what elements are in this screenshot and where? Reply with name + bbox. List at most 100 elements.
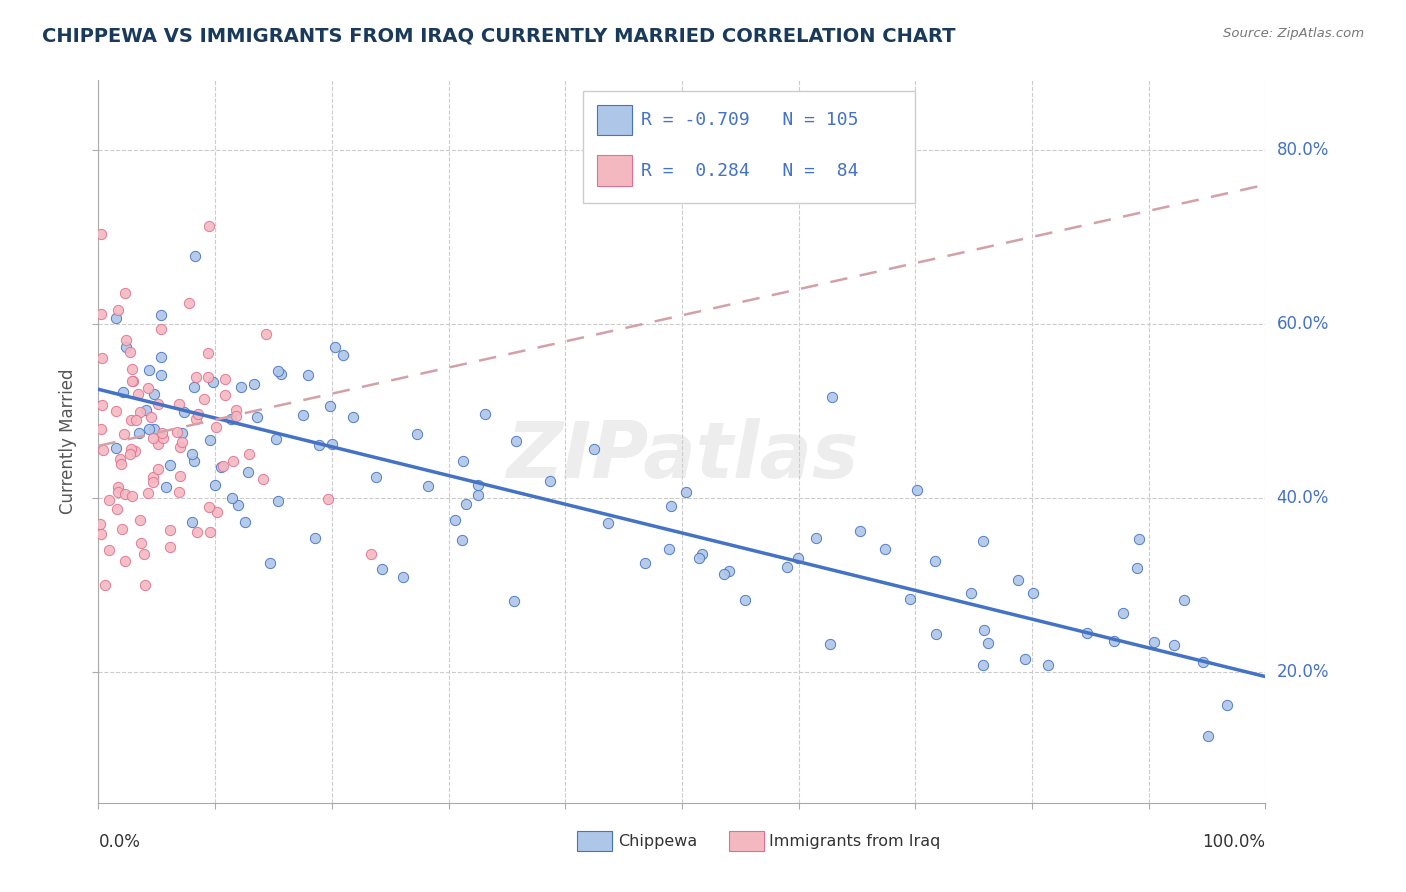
Point <box>898 591 921 606</box>
Point <box>308 438 330 452</box>
Point <box>786 550 808 565</box>
Point <box>200 433 222 447</box>
Point <box>184 369 207 384</box>
Point <box>142 387 165 401</box>
Point <box>105 310 128 325</box>
Point <box>467 478 489 492</box>
Point <box>1173 593 1195 607</box>
Point <box>406 427 429 442</box>
Point <box>238 465 260 479</box>
Point <box>120 345 142 359</box>
Point <box>114 554 136 568</box>
Point <box>690 547 713 561</box>
Point <box>319 399 342 413</box>
Point <box>1163 638 1185 652</box>
Point <box>180 515 202 529</box>
Bar <box>576 831 612 851</box>
Point <box>169 440 191 454</box>
Point <box>148 396 170 410</box>
Text: 100.0%: 100.0% <box>1202 833 1265 851</box>
Point <box>316 492 339 507</box>
Point <box>675 485 697 500</box>
Point <box>907 483 929 497</box>
Text: 60.0%: 60.0% <box>1277 315 1329 333</box>
Point <box>804 531 827 545</box>
Point <box>201 375 224 389</box>
Point <box>111 522 134 536</box>
Point <box>128 426 150 441</box>
Point <box>214 372 236 386</box>
Text: Source: ZipAtlas.com: Source: ZipAtlas.com <box>1223 27 1364 40</box>
Point <box>392 570 415 584</box>
Point <box>138 362 160 376</box>
Point <box>105 403 128 417</box>
Point <box>184 411 207 425</box>
Point <box>159 523 181 537</box>
Point <box>1076 626 1098 640</box>
Point <box>451 454 474 468</box>
Point <box>135 403 157 417</box>
Point <box>243 376 266 391</box>
Point <box>713 567 735 582</box>
Point <box>972 533 994 548</box>
Point <box>193 392 215 407</box>
Bar <box>596 105 631 136</box>
Point <box>1038 657 1060 672</box>
Point <box>776 560 799 574</box>
Point <box>849 524 872 538</box>
Point <box>141 410 163 425</box>
Bar <box>596 155 631 186</box>
Point <box>451 533 474 547</box>
Point <box>231 380 253 394</box>
Point <box>972 658 994 673</box>
Point <box>583 442 606 457</box>
Point <box>172 435 194 450</box>
Point <box>150 368 173 383</box>
Point <box>121 362 143 376</box>
Point <box>976 635 998 649</box>
Text: 80.0%: 80.0% <box>1277 141 1329 159</box>
Point <box>136 381 159 395</box>
Point <box>1007 573 1029 587</box>
Point <box>90 422 112 436</box>
Point <box>323 340 346 354</box>
Point <box>200 524 222 539</box>
Bar <box>728 831 763 851</box>
Point <box>146 461 169 475</box>
Point <box>973 623 995 637</box>
Point <box>91 443 114 458</box>
Point <box>924 554 946 568</box>
Point <box>120 442 142 456</box>
Point <box>186 524 208 539</box>
Point <box>91 351 114 366</box>
Point <box>1216 698 1239 712</box>
Point <box>259 556 281 570</box>
Point <box>734 593 756 607</box>
Point <box>115 333 138 347</box>
Point <box>235 516 257 530</box>
Point <box>187 408 209 422</box>
Point <box>598 516 620 530</box>
Point <box>222 454 245 468</box>
Point <box>94 578 117 592</box>
Text: ZIPatlas: ZIPatlas <box>506 418 858 494</box>
Point <box>177 296 200 310</box>
Point <box>129 405 152 419</box>
Point <box>226 498 249 512</box>
Point <box>1143 635 1166 649</box>
Point <box>204 478 226 492</box>
Point <box>166 425 188 439</box>
Point <box>538 475 561 489</box>
Point <box>167 484 190 499</box>
Point <box>1112 606 1135 620</box>
Point <box>304 532 326 546</box>
Point <box>105 502 128 516</box>
Point <box>444 512 467 526</box>
Point <box>128 513 150 527</box>
Point <box>150 322 173 336</box>
Point <box>197 346 219 360</box>
Point <box>121 374 143 388</box>
Point <box>90 227 112 241</box>
Text: 40.0%: 40.0% <box>1277 489 1329 508</box>
Point <box>1104 634 1126 648</box>
